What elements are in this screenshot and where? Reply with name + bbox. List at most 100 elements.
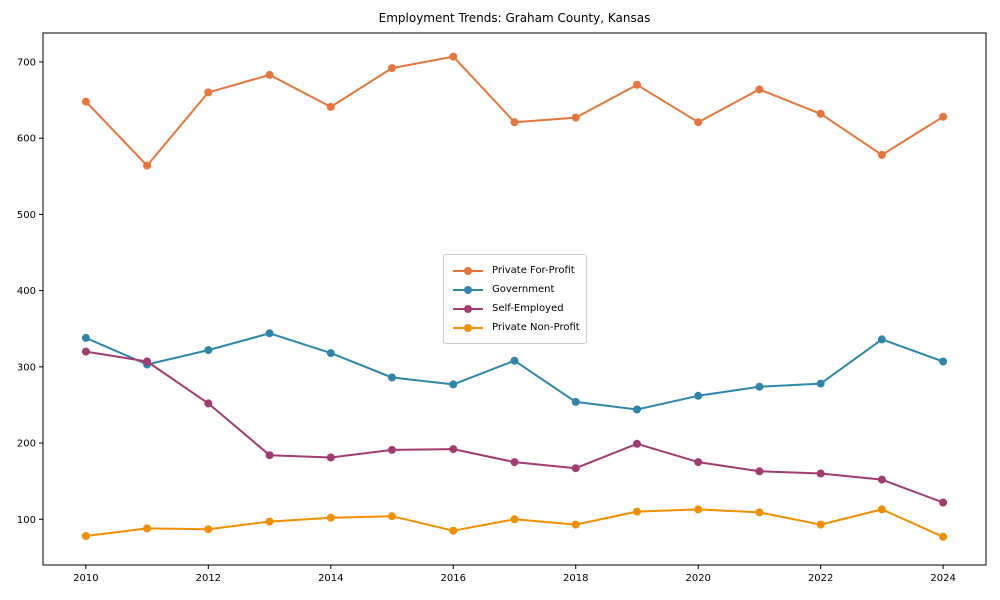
marker-private-for-profit-2011 [143,161,152,170]
y-tick-label: 600 [17,134,36,145]
legend-item-self-employed: Self-Employed [452,300,578,318]
x-tick-label: 2010 [73,573,98,584]
marker-private-non-profit-2014 [326,513,335,522]
marker-self-employed-2019 [633,439,641,448]
marker-self-employed-2012 [204,399,213,408]
marker-private-non-profit-2018 [571,520,580,529]
marker-government-2018 [571,397,580,406]
marker-private-for-profit-2014 [326,102,335,111]
legend-marker [464,323,472,332]
marker-government-2017 [510,356,519,365]
y-tick-label: 200 [17,439,36,450]
series-private-for-profit [81,52,948,170]
marker-private-non-profit-2011 [143,524,152,533]
x-axis: 2010 2012 2014 2016 2018 2020 2022 2024 [73,565,956,584]
legend-swatch-private-non-profit [453,323,483,332]
legend-marker [464,285,472,294]
marker-private-non-profit-2017 [510,515,519,524]
marker-self-employed-2024 [939,498,948,507]
marker-private-non-profit-2015 [388,512,396,521]
marker-government-2015 [388,373,396,382]
marker-government-2014 [326,349,335,358]
legend-item-private-for-profit: Private For-Profit [452,262,578,280]
marker-private-for-profit-2019 [633,80,641,89]
marker-private-non-profit-2020 [694,505,703,514]
y-axis: 100 200 300 400 500 600 700 [17,57,43,526]
legend-label-private-non-profit: Private Non-Profit [492,322,580,333]
marker-self-employed-2016 [449,445,458,454]
marker-private-for-profit-2022 [816,109,825,118]
series-line-private-for-profit [84,55,945,167]
marker-government-2016 [449,380,458,389]
legend-item-government: Government [452,281,578,299]
y-tick-label: 700 [17,57,36,68]
legend-swatch-government [453,285,483,294]
marker-self-employed-2020 [694,458,703,467]
legend-label-government: Government [492,284,555,295]
series-private-non-profit [81,505,948,541]
marker-private-for-profit-2020 [694,118,703,127]
marker-private-for-profit-2018 [571,113,580,122]
x-tick-label: 2014 [318,573,343,584]
chart-title: Employment Trends: Graham County, Kansas [378,11,651,25]
y-tick-label: 300 [17,362,36,373]
x-tick-label: 2022 [808,573,833,584]
legend-box: Private For-Profit Government Self-Employe… [443,254,587,344]
legend-marker [464,266,472,275]
marker-private-non-profit-2012 [204,525,213,534]
marker-private-for-profit-2021 [755,85,764,94]
legend-marker [464,304,472,313]
marker-self-employed-2022 [816,469,825,478]
legend-item-private-non-profit: Private Non-Profit [452,319,580,337]
marker-government-2023 [877,335,886,344]
y-tick-label: 100 [17,515,36,526]
x-tick-label: 2012 [196,573,221,584]
marker-private-non-profit-2024 [939,532,948,541]
x-tick-label: 2020 [685,573,710,584]
series-self-employed [81,347,948,507]
marker-private-non-profit-2021 [755,508,764,517]
marker-private-for-profit-2016 [449,52,458,61]
series-government [81,329,948,414]
marker-private-for-profit-2012 [204,88,213,97]
x-tick-label: 2016 [441,573,466,584]
marker-self-employed-2011 [143,357,152,366]
legend-label-self-employed: Self-Employed [492,303,564,314]
marker-self-employed-2017 [510,458,519,467]
marker-private-for-profit-2013 [265,70,274,79]
marker-government-2024 [939,357,948,366]
marker-government-2019 [633,405,641,414]
marker-private-non-profit-2013 [265,517,274,526]
x-tick-label: 2024 [930,573,955,584]
marker-private-non-profit-2010 [81,532,90,540]
marker-government-2022 [816,379,825,388]
marker-self-employed-2018 [571,464,580,473]
marker-private-for-profit-2017 [510,118,519,127]
marker-government-2010 [81,333,90,342]
marker-government-2020 [694,391,703,400]
marker-self-employed-2014 [326,453,335,462]
marker-private-non-profit-2023 [877,505,886,514]
y-tick-label: 400 [17,286,36,297]
marker-self-employed-2010 [81,347,90,356]
marker-private-non-profit-2022 [816,520,825,529]
x-tick-label: 2018 [563,573,588,584]
legend-swatch-private-for-profit [453,266,483,275]
marker-government-2013 [265,329,274,338]
marker-private-non-profit-2019 [633,507,641,516]
series-line-government [84,332,945,411]
marker-private-for-profit-2015 [388,64,396,73]
marker-self-employed-2013 [265,451,274,460]
marker-government-2021 [755,382,764,391]
marker-government-2012 [204,346,213,355]
axes-frame [42,32,987,566]
legend-swatch-self-employed [453,304,483,313]
marker-private-for-profit-2010 [81,97,90,106]
marker-private-for-profit-2023 [877,150,886,159]
marker-self-employed-2023 [877,475,886,484]
legend-label-private-for-profit: Private For-Profit [492,265,575,276]
marker-self-employed-2021 [755,467,764,476]
y-tick-label: 500 [17,210,36,221]
